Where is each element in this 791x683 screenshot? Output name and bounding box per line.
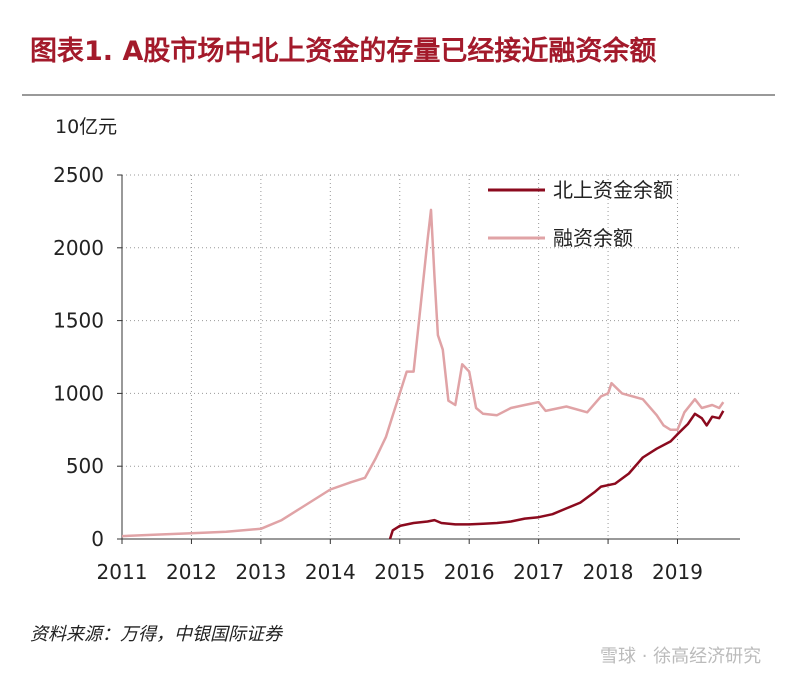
x-tick-label: 2018 <box>583 560 634 584</box>
series-line <box>388 410 725 540</box>
y-tick-label: 2000 <box>53 236 104 260</box>
y-tick-label: 500 <box>66 454 104 478</box>
x-tick-label: 2015 <box>374 560 425 584</box>
y-axis-label: 10亿元 <box>55 116 117 138</box>
x-tick-label: 2017 <box>513 560 564 584</box>
y-tick-label: 2500 <box>53 163 104 187</box>
watermark: 雪球 · 徐高经济研究 <box>600 646 761 667</box>
legend-label: 融资余额 <box>553 226 633 250</box>
y-tick-label: 0 <box>91 527 104 551</box>
x-tick-label: 2014 <box>305 560 356 584</box>
chart-title: 图表1. A股市场中北上资金的存量已经接近融资余额 <box>30 35 656 67</box>
x-tick-label: 2012 <box>166 560 217 584</box>
legend-label: 北上资金余额 <box>553 178 673 202</box>
source-note: 资料来源：万得，中银国际证券 <box>30 624 284 645</box>
x-tick-label: 2019 <box>652 560 703 584</box>
y-tick-label: 1500 <box>53 309 104 333</box>
series-line <box>121 208 725 538</box>
x-tick-label: 2016 <box>444 560 495 584</box>
y-tick-label: 1000 <box>53 381 104 405</box>
x-tick-label: 2011 <box>97 560 148 584</box>
x-tick-label: 2013 <box>235 560 286 584</box>
